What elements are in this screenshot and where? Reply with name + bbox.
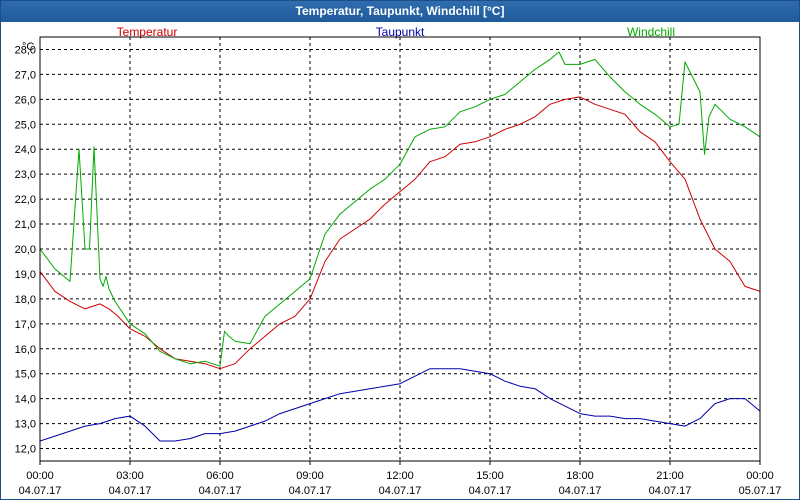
x-tick-date-label: 04.07.17 — [649, 485, 692, 497]
y-tick-label: 24,0 — [15, 144, 36, 156]
series-line-taupunkt — [39, 368, 761, 442]
x-tick-date-label: 04.07.17 — [109, 485, 152, 497]
y-tick-label: 12,0 — [15, 444, 36, 456]
y-tick-label: 18,0 — [15, 294, 36, 306]
y-tick-label: 22,0 — [15, 194, 36, 206]
x-tick-time-label: 00:00 — [26, 470, 54, 482]
x-tick-time-label: 12:00 — [386, 470, 414, 482]
y-tick-label: 28,0 — [15, 44, 36, 56]
legend-entry-taupunkt: Taupunkt — [376, 25, 425, 39]
x-tick-date-label: 04.07.17 — [559, 485, 602, 497]
y-tick-label: 25,0 — [15, 119, 36, 131]
y-axis-unit-label: °C — [22, 41, 34, 53]
y-tick-label: 26,0 — [15, 94, 36, 106]
y-tick-label: 21,0 — [15, 219, 36, 231]
x-tick-time-label: 18:00 — [566, 470, 594, 482]
x-tick-date-label: 04.07.17 — [289, 485, 332, 497]
window-title: Temperatur, Taupunkt, Windchill [°C] — [1, 1, 799, 22]
x-tick-time-label: 03:00 — [116, 470, 144, 482]
legend-entry-temperatur: Temperatur — [117, 25, 178, 39]
x-tick-date-label: 05.07.17 — [739, 485, 782, 497]
y-tick-label: 23,0 — [15, 169, 36, 181]
y-tick-label: 17,0 — [15, 319, 36, 331]
x-tick-date-label: 04.07.17 — [19, 485, 62, 497]
legend-entry-windchill: Windchill — [627, 25, 675, 39]
series-line-windchill — [39, 51, 761, 367]
y-tick-label: 19,0 — [15, 269, 36, 281]
y-tick-label: 20,0 — [15, 244, 36, 256]
y-tick-label: 15,0 — [15, 369, 36, 381]
x-tick-date-label: 04.07.17 — [469, 485, 512, 497]
y-tick-label: 13,0 — [15, 419, 36, 431]
x-tick-time-label: 09:00 — [296, 470, 324, 482]
x-tick-time-label: 15:00 — [476, 470, 504, 482]
y-tick-label: 27,0 — [15, 69, 36, 81]
x-tick-time-label: 21:00 — [656, 470, 684, 482]
x-tick-date-label: 04.07.17 — [199, 485, 242, 497]
series-line-temperatur — [39, 96, 761, 370]
x-tick-time-label: 06:00 — [206, 470, 234, 482]
y-tick-label: 14,0 — [15, 394, 36, 406]
x-tick-date-label: 04.07.17 — [379, 485, 422, 497]
x-tick-time-label: 00:00 — [746, 470, 774, 482]
plot-area-frame — [39, 36, 761, 462]
y-tick-label: 16,0 — [15, 344, 36, 356]
